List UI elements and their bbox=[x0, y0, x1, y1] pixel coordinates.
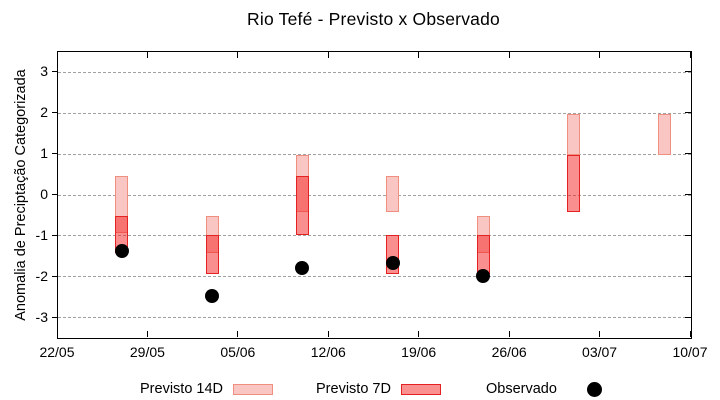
y-tick-label: 1 bbox=[40, 145, 48, 162]
tick-mark bbox=[52, 112, 58, 114]
tick-mark bbox=[685, 112, 691, 114]
tick-mark bbox=[327, 331, 329, 337]
tick-mark bbox=[599, 52, 601, 58]
observado-dot bbox=[476, 268, 491, 283]
legend-label-observado: Observado bbox=[486, 381, 557, 397]
x-tick-label: 29/05 bbox=[129, 344, 165, 360]
gridline bbox=[58, 112, 691, 114]
tick-mark bbox=[685, 153, 691, 155]
tick-mark bbox=[685, 234, 691, 236]
y-tick-label: 3 bbox=[40, 63, 48, 80]
tick-mark bbox=[685, 316, 691, 318]
tick-mark bbox=[508, 331, 510, 337]
y-tick-label: -1 bbox=[35, 226, 48, 243]
previsto-7d-bar bbox=[205, 234, 219, 274]
gridline bbox=[58, 71, 691, 73]
tick-mark bbox=[327, 52, 329, 58]
legend-label-previsto-14d: Previsto 14D bbox=[140, 381, 224, 397]
tick-mark bbox=[237, 331, 239, 337]
x-tick-label: 26/06 bbox=[491, 344, 527, 360]
tick-mark bbox=[689, 331, 691, 337]
tick-mark bbox=[599, 331, 601, 337]
observado-dot bbox=[114, 244, 129, 259]
x-tick-label: 22/05 bbox=[39, 344, 75, 360]
observado-dot bbox=[295, 260, 310, 275]
y-tick-label: 0 bbox=[40, 186, 48, 202]
tick-mark bbox=[52, 275, 58, 277]
tick-mark bbox=[418, 52, 420, 58]
tick-mark bbox=[52, 194, 58, 195]
tick-mark bbox=[685, 194, 691, 195]
x-tick-label: 12/06 bbox=[310, 344, 346, 360]
tick-mark bbox=[56, 52, 58, 58]
tick-mark bbox=[52, 234, 58, 236]
plot-area bbox=[57, 51, 692, 339]
y-tick-label: 2 bbox=[40, 104, 48, 121]
observado-dot-swatch bbox=[586, 381, 602, 397]
tick-mark bbox=[418, 331, 420, 337]
gridline bbox=[58, 194, 691, 196]
gridline bbox=[58, 317, 691, 319]
legend-item-previsto-14d: Previsto 14D bbox=[140, 379, 274, 399]
previsto-14d-bar bbox=[386, 175, 400, 213]
tick-mark bbox=[52, 316, 58, 318]
legend-item-previsto-7d: Previsto 7D bbox=[316, 379, 441, 399]
previsto-7d-bar bbox=[567, 155, 581, 213]
tick-mark bbox=[52, 71, 58, 73]
previsto-14d-swatch bbox=[233, 383, 274, 395]
tick-mark bbox=[508, 52, 510, 58]
previsto-14d-bar bbox=[657, 114, 671, 156]
tick-mark bbox=[685, 275, 691, 277]
legend-label-previsto-7d: Previsto 7D bbox=[316, 381, 391, 397]
chart-title: Rio Tefé - Previsto x Observado bbox=[247, 9, 500, 29]
observado-dot bbox=[385, 256, 400, 271]
gridline bbox=[58, 276, 691, 278]
x-tick-label: 19/06 bbox=[401, 344, 437, 360]
tick-mark bbox=[689, 52, 691, 58]
tick-mark bbox=[52, 153, 58, 155]
tick-mark bbox=[56, 331, 58, 337]
y-tick-label: -2 bbox=[35, 267, 48, 284]
x-tick-label: 10/07 bbox=[672, 344, 708, 360]
previsto-7d-swatch bbox=[400, 383, 441, 395]
tick-mark bbox=[146, 52, 148, 58]
observado-dot bbox=[205, 289, 220, 304]
tick-mark bbox=[237, 52, 239, 58]
legend: Previsto 14D Previsto 7D Observado bbox=[0, 379, 720, 399]
x-tick-label: 03/07 bbox=[582, 344, 618, 360]
gridline bbox=[58, 153, 691, 155]
tick-mark bbox=[146, 331, 148, 337]
y-tick-label: -3 bbox=[35, 308, 48, 325]
x-tick-label: 05/06 bbox=[220, 344, 256, 360]
previsto-14d-bar bbox=[567, 114, 581, 156]
previsto-7d-bar bbox=[295, 175, 309, 235]
previsto-7d-bar bbox=[476, 234, 490, 274]
gridline bbox=[58, 235, 691, 237]
legend-item-observado: Observado bbox=[486, 379, 602, 399]
tick-mark bbox=[685, 71, 691, 73]
